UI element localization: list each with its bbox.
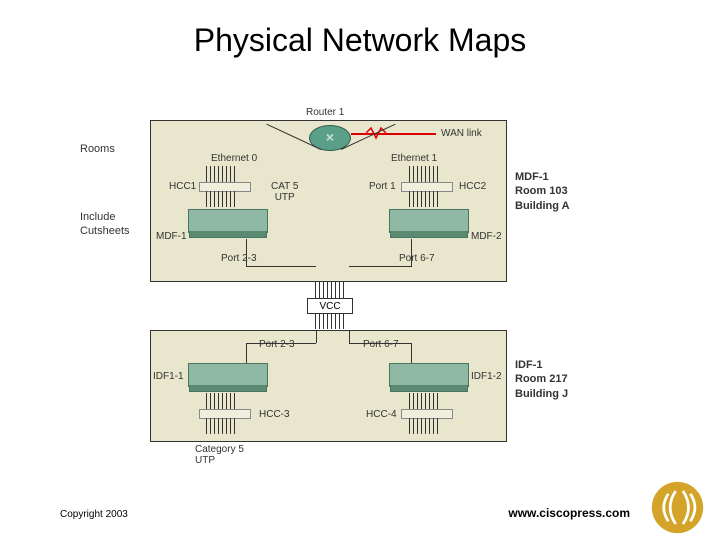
hcc1-label: HCC1 [169,181,196,192]
hcc2-ports [409,166,438,182]
mdf1-label: MDF-1 [156,231,187,242]
cable-vcc-in1 [316,331,317,343]
vcc-ports-top [315,282,344,298]
cable-vcc-in2 [349,331,350,343]
mdf1-ports [206,191,235,207]
hcc2-label: HCC2 [459,181,486,192]
url-text: www.ciscopress.com [508,506,630,520]
hcc1-ports [206,166,235,182]
idf11-switch [188,363,268,387]
mdf1-switch [188,209,268,233]
port23-bot-label: Port 2-3 [259,339,295,350]
port23-top-label: Port 2-3 [221,253,257,264]
wan-label: WAN link [441,128,482,139]
wan-link-line [351,133,436,135]
cable-mdf2-across [349,266,411,267]
rooms-label: Rooms [80,142,115,156]
cable-mdf1-down [246,239,247,267]
cable-idf2-down [411,343,412,363]
cable-mdf1-across [246,266,316,267]
hcc3-ports-up [206,393,235,409]
mdf2-switch [389,209,469,233]
copyright-text: Copyright 2003 [60,509,128,520]
hcc4-label: HCC-4 [366,409,397,420]
idf12-label: IDF1-2 [471,371,502,382]
page-title: Physical Network Maps [0,22,720,59]
port67-bot-label: Port 6-7 [363,339,399,350]
cat5-label-bottom: Category 5 UTP [195,444,244,466]
building-a-box: Router 1 WAN link Ethernet 0 Ethernet 1 … [150,120,507,282]
idf-building-label: IDF-1 Room 217 Building J [515,358,568,401]
eth0-label: Ethernet 0 [211,153,257,164]
eth1-label: Ethernet 1 [391,153,437,164]
hcc4-ports-down [409,418,438,434]
mdf-building-label: MDF-1 Room 103 Building A [515,170,570,213]
mdf2-ports [409,191,438,207]
cat5-label-top: CAT 5 UTP [271,181,298,203]
vcc-ports-bottom [315,313,344,329]
building-j-box: Port 2-3 Port 6-7 IDF1-1 IDF1-2 HCC-3 HC… [150,330,507,442]
mdf2-label: MDF-2 [471,231,502,242]
cable-idf1-down [246,343,247,363]
cable-mdf2-down [411,239,412,267]
idf12-switch [389,363,469,387]
hcc3-ports-down [206,418,235,434]
idf11-label: IDF1-1 [153,371,184,382]
ciscopress-logo-icon [650,480,705,535]
network-diagram: Rooms Include Cutsheets MDF-1 Room 103 B… [135,100,605,470]
hcc4-ports-up [409,393,438,409]
hcc3-label: HCC-3 [259,409,290,420]
port1-label: Port 1 [369,181,396,192]
router-label: Router 1 [306,107,344,118]
include-label: Include Cutsheets [80,210,130,239]
port67-top-label: Port 6-7 [399,253,435,264]
vcc-box: VCC [307,298,353,314]
